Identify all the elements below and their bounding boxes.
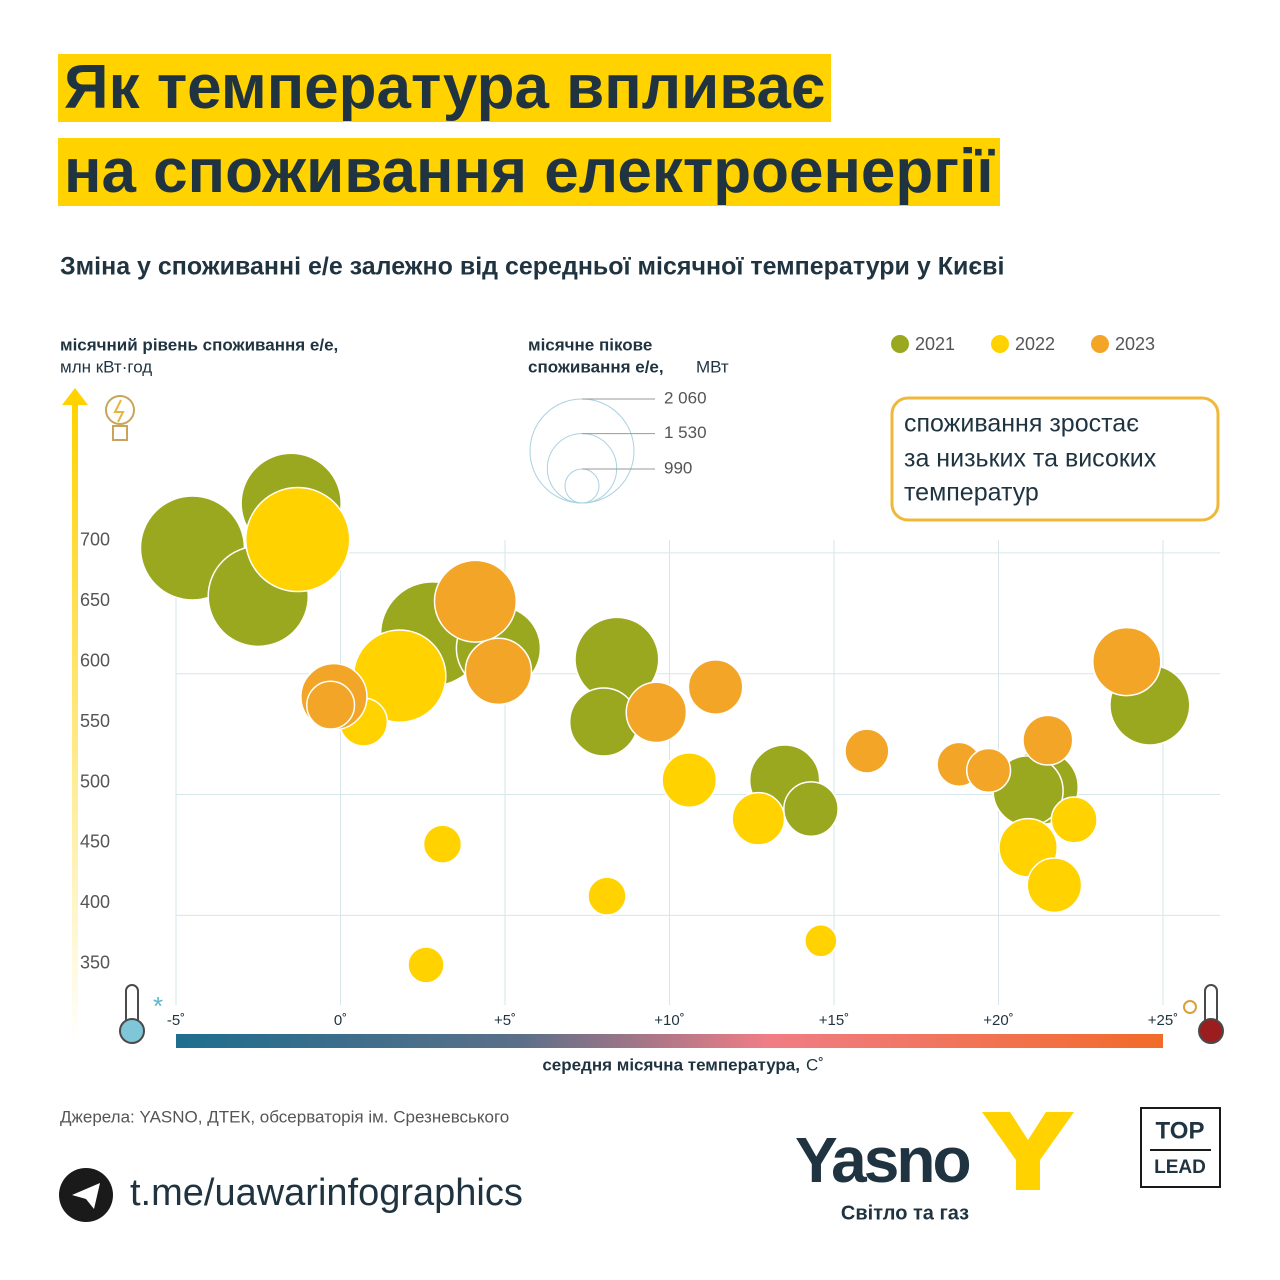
size-legend-circle: [546, 433, 618, 504]
y-tick-label: 450: [80, 832, 110, 852]
legend-swatch: [1091, 335, 1109, 353]
subtitle: Зміна у споживанні е/е залежно від серед…: [60, 253, 1004, 281]
bubble: [687, 659, 744, 715]
bubble: [965, 747, 1012, 794]
bubble: [407, 946, 445, 984]
partner-text: TOP: [1156, 1117, 1205, 1144]
y-tick-label: 400: [80, 892, 110, 912]
y-tick-label: 550: [80, 711, 110, 731]
bubble: [661, 752, 718, 808]
y-axis-unit: млн кВт·год: [60, 357, 152, 376]
bubble: [433, 559, 518, 643]
size-legend-label: 1 530: [664, 423, 707, 442]
partner-logo: [1140, 1107, 1221, 1188]
x-tick-label: +5˚: [494, 1012, 516, 1029]
annotation: споживання зростає: [904, 410, 1139, 438]
bubble: [244, 486, 351, 593]
legend-label: 2022: [1015, 334, 1055, 354]
bubble: [783, 781, 839, 837]
brand-logo: [982, 1112, 1074, 1190]
size-title: місячне пікове: [528, 335, 652, 354]
size-legend-circle: [529, 398, 635, 504]
y-tick-label: 600: [80, 650, 110, 670]
x-tick-label: +25˚: [1148, 1012, 1178, 1029]
bubble: [625, 681, 688, 744]
title-line: Як температура впливає: [58, 54, 832, 122]
x-tick-label: -5˚: [167, 1012, 185, 1029]
x-tick-label: +10˚: [654, 1012, 684, 1029]
partner-text: LEAD: [1154, 1157, 1206, 1178]
brand: Yasno: [795, 1124, 969, 1196]
bubble: [844, 728, 890, 774]
size-legend-circle: [564, 468, 600, 504]
y-tick-label: 650: [80, 590, 110, 610]
bubble: [422, 824, 463, 864]
bubble: [1050, 796, 1098, 844]
annotation-box: [890, 396, 1220, 522]
bubble: [464, 637, 533, 706]
y-arrow: [72, 405, 78, 1045]
bubble: [731, 791, 786, 846]
size-unit: МВт: [696, 357, 729, 376]
svg-text:*: *: [153, 991, 163, 1021]
bubble: [1026, 857, 1083, 914]
tagline: Світло та газ: [841, 1202, 969, 1224]
y-arrow-head: [62, 388, 88, 405]
title-line: на споживання електроенергії: [58, 138, 1000, 206]
temperature-bar: [176, 1034, 1163, 1048]
bubble: [587, 876, 627, 916]
x-axis-unit: С˚: [806, 1055, 824, 1074]
link[interactable]: t.me/uawarinfographics: [130, 1172, 523, 1214]
size-legend-label: 990: [664, 458, 692, 477]
legend-label: 2021: [915, 334, 955, 354]
legend-swatch: [991, 335, 1009, 353]
annotation: температур: [904, 479, 1039, 507]
legend-label: 2023: [1115, 334, 1155, 354]
bubble: [804, 924, 838, 958]
hot-icon: [1183, 984, 1224, 1044]
x-tick-label: +15˚: [819, 1012, 849, 1029]
bubble: [306, 680, 356, 730]
size-legend-label: 2 060: [664, 388, 707, 407]
x-tick-label: +20˚: [983, 1012, 1013, 1029]
telegram-plane: [72, 1183, 100, 1209]
y-tick-label: 350: [80, 953, 110, 973]
y-axis-label: місячний рівень споживання е/е,: [60, 335, 338, 354]
bulb-icon: [105, 395, 135, 441]
x-axis-label: середня місячна температура,: [542, 1055, 800, 1074]
y-tick-label: 700: [80, 530, 110, 550]
cold-icon: *: [119, 984, 163, 1044]
bubble: [1022, 714, 1074, 766]
bubble: [1092, 626, 1162, 697]
y-tick-label: 500: [80, 771, 110, 791]
source: Джерела: YASNO, ДТЕК, обсерваторія ім. С…: [60, 1107, 509, 1126]
size-title: споживання е/е,: [528, 357, 664, 376]
annotation: за низьких та високих: [904, 445, 1157, 473]
x-tick-label: 0˚: [334, 1012, 347, 1029]
legend-swatch: [891, 335, 909, 353]
